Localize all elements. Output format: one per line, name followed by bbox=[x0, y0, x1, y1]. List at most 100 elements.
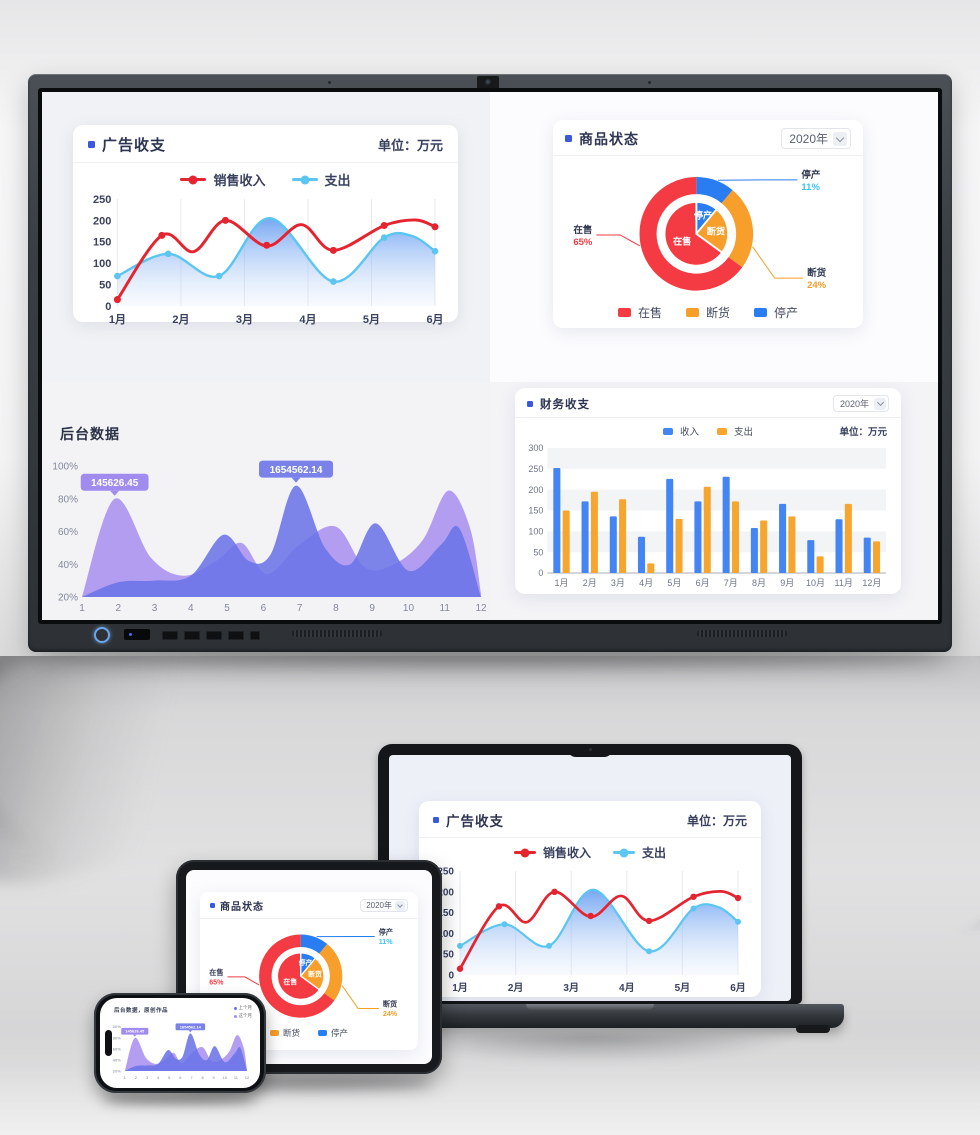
ad-panel-header: 广告收支 单位：万元 bbox=[73, 125, 458, 163]
svg-text:150: 150 bbox=[437, 908, 454, 919]
backend-legend: 上个月 这个月 bbox=[233, 1005, 253, 1019]
legend-item: 这个月 bbox=[233, 1013, 253, 1019]
ad-panel-laptop: 广告收支 单位：万元 销售收入 支出 0 50 100 150 200 250 1月 2月 3月… bbox=[419, 801, 761, 997]
svg-text:100: 100 bbox=[528, 526, 543, 536]
svg-text:1月: 1月 bbox=[555, 578, 569, 588]
finance-legend: 收入 支出 bbox=[662, 424, 753, 438]
legend-item: 支出 bbox=[291, 170, 351, 189]
svg-text:50: 50 bbox=[533, 547, 543, 557]
svg-text:0: 0 bbox=[448, 971, 454, 982]
legend-label: 支出 bbox=[324, 173, 351, 188]
finance-panel-header: 财务收支 2020年 bbox=[515, 388, 901, 418]
svg-text:9月: 9月 bbox=[780, 578, 794, 588]
svg-text:200: 200 bbox=[93, 215, 111, 227]
svg-text:24%: 24% bbox=[383, 1010, 398, 1018]
product-legend: 断货 停产 bbox=[200, 1026, 418, 1039]
panel-title: 广告收支 bbox=[102, 137, 167, 154]
hdmi-port bbox=[184, 631, 200, 640]
unit-label: 单位：万元 bbox=[686, 813, 747, 828]
svg-text:7: 7 bbox=[297, 603, 303, 612]
svg-text:5: 5 bbox=[168, 1075, 171, 1080]
chevron-down-icon bbox=[833, 131, 847, 146]
phone-reflection bbox=[104, 1094, 254, 1104]
svg-text:60%: 60% bbox=[58, 527, 78, 538]
swatch-icon bbox=[617, 308, 631, 317]
legend-label: 支出 bbox=[734, 427, 754, 438]
legend-item: 支出 bbox=[717, 424, 753, 438]
svg-text:2月: 2月 bbox=[172, 313, 189, 325]
svg-text:150: 150 bbox=[93, 237, 111, 249]
legend-label: 在售 bbox=[637, 306, 662, 320]
av-port bbox=[250, 631, 260, 640]
svg-text:11月: 11月 bbox=[835, 578, 853, 588]
year-select[interactable]: 2020年 bbox=[832, 395, 889, 412]
svg-text:6: 6 bbox=[179, 1075, 182, 1080]
svg-text:11%: 11% bbox=[379, 938, 394, 946]
year-value: 2020年 bbox=[366, 901, 392, 910]
power-button[interactable] bbox=[94, 627, 110, 643]
svg-text:4月: 4月 bbox=[619, 982, 635, 993]
svg-text:0: 0 bbox=[538, 568, 543, 578]
svg-text:6月: 6月 bbox=[730, 982, 746, 993]
svg-text:5: 5 bbox=[224, 603, 230, 612]
webcam-icon bbox=[589, 748, 592, 751]
legend-item: 支出 bbox=[613, 844, 666, 861]
usb-port bbox=[206, 631, 222, 640]
finance-subheader: 收入 支出 单位：万元 bbox=[515, 418, 901, 440]
svg-text:100%: 100% bbox=[52, 462, 78, 473]
svg-text:3月: 3月 bbox=[563, 982, 579, 993]
svg-text:20%: 20% bbox=[58, 593, 78, 604]
svg-text:250: 250 bbox=[93, 194, 111, 206]
svg-text:2: 2 bbox=[115, 603, 121, 612]
laptop-reflection bbox=[380, 1034, 800, 1064]
ad-line-chart: 0 50 100 150 200 250 1月 2月 3月 4月 5月 6月 bbox=[437, 867, 746, 994]
swatch-icon bbox=[318, 1030, 327, 1036]
legend-item: 销售收入 bbox=[513, 844, 591, 861]
speaker-grille-right bbox=[697, 630, 787, 637]
swatch-icon bbox=[269, 1030, 279, 1036]
year-value: 2020年 bbox=[789, 132, 828, 146]
svg-text:150: 150 bbox=[528, 506, 543, 516]
svg-text:11: 11 bbox=[234, 1075, 239, 1080]
dashboard-screen: 广告收支 单位：万元 销售收入 支出 0 50 100 150 200 250 1月 2月 3月… bbox=[42, 92, 938, 620]
svg-text:200: 200 bbox=[437, 887, 454, 898]
legend-item: 断货 bbox=[685, 304, 730, 321]
laptop-screen: 广告收支 单位：万元 销售收入 支出 0 50 100 150 200 250 1月 2月 3月… bbox=[389, 755, 791, 1001]
svg-text:停产: 停产 bbox=[801, 169, 821, 181]
legend-label: 上个月 bbox=[238, 1005, 253, 1010]
year-select[interactable]: 2020年 bbox=[781, 128, 851, 149]
tablet-screen: 商品状态 2020年 停产 断货 在售 停产 11% 断货 24% 在售 65% 断货 bbox=[186, 870, 432, 1064]
ad-panel: 广告收支 单位：万元 销售收入 支出 0 50 100 150 200 250 1月 2月 3月… bbox=[73, 125, 458, 325]
svg-text:100: 100 bbox=[93, 258, 111, 270]
svg-text:7月: 7月 bbox=[724, 578, 738, 588]
panel-title: 商品状态 bbox=[220, 902, 264, 913]
ir-sensor bbox=[124, 629, 150, 640]
svg-text:12: 12 bbox=[475, 603, 486, 612]
svg-text:145626.45: 145626.45 bbox=[91, 478, 139, 489]
svg-text:断货: 断货 bbox=[308, 970, 322, 979]
svg-text:250: 250 bbox=[528, 464, 543, 474]
swatch-icon bbox=[662, 427, 673, 435]
svg-text:100: 100 bbox=[437, 929, 454, 940]
svg-text:10月: 10月 bbox=[806, 578, 825, 588]
ad-legend: 销售收入 支出 bbox=[73, 163, 458, 191]
legend-label: 这个月 bbox=[238, 1013, 253, 1018]
svg-text:5月: 5月 bbox=[675, 982, 691, 993]
year-select[interactable]: 2020年 bbox=[360, 899, 408, 912]
svg-text:1: 1 bbox=[79, 603, 85, 612]
svg-text:50: 50 bbox=[99, 279, 111, 291]
svg-text:在售: 在售 bbox=[283, 977, 297, 986]
legend-label: 断货 bbox=[705, 306, 730, 320]
tablet: 商品状态 2020年 停产 断货 在售 停产 11% 断货 24% 在售 65% 断货 bbox=[176, 860, 442, 1074]
unit-label: 单位：万元 bbox=[839, 427, 887, 438]
line-marker-icon bbox=[180, 178, 207, 181]
finance-bar-chart: 0 50 100 150 200 250 300 1月 2月 3月 4月 5月 6月 7月 8月 9月 10月 1… bbox=[528, 443, 886, 588]
finance-panel: 财务收支 2020年 收入 支出 bbox=[515, 388, 901, 594]
svg-text:60%: 60% bbox=[113, 1046, 121, 1051]
svg-text:8月: 8月 bbox=[752, 578, 766, 588]
legend-item: 断货 bbox=[269, 1027, 300, 1039]
svg-text:12月: 12月 bbox=[862, 578, 881, 588]
panel-title: 财务收支 bbox=[540, 398, 590, 411]
legend-item: 上个月 bbox=[233, 1005, 253, 1011]
